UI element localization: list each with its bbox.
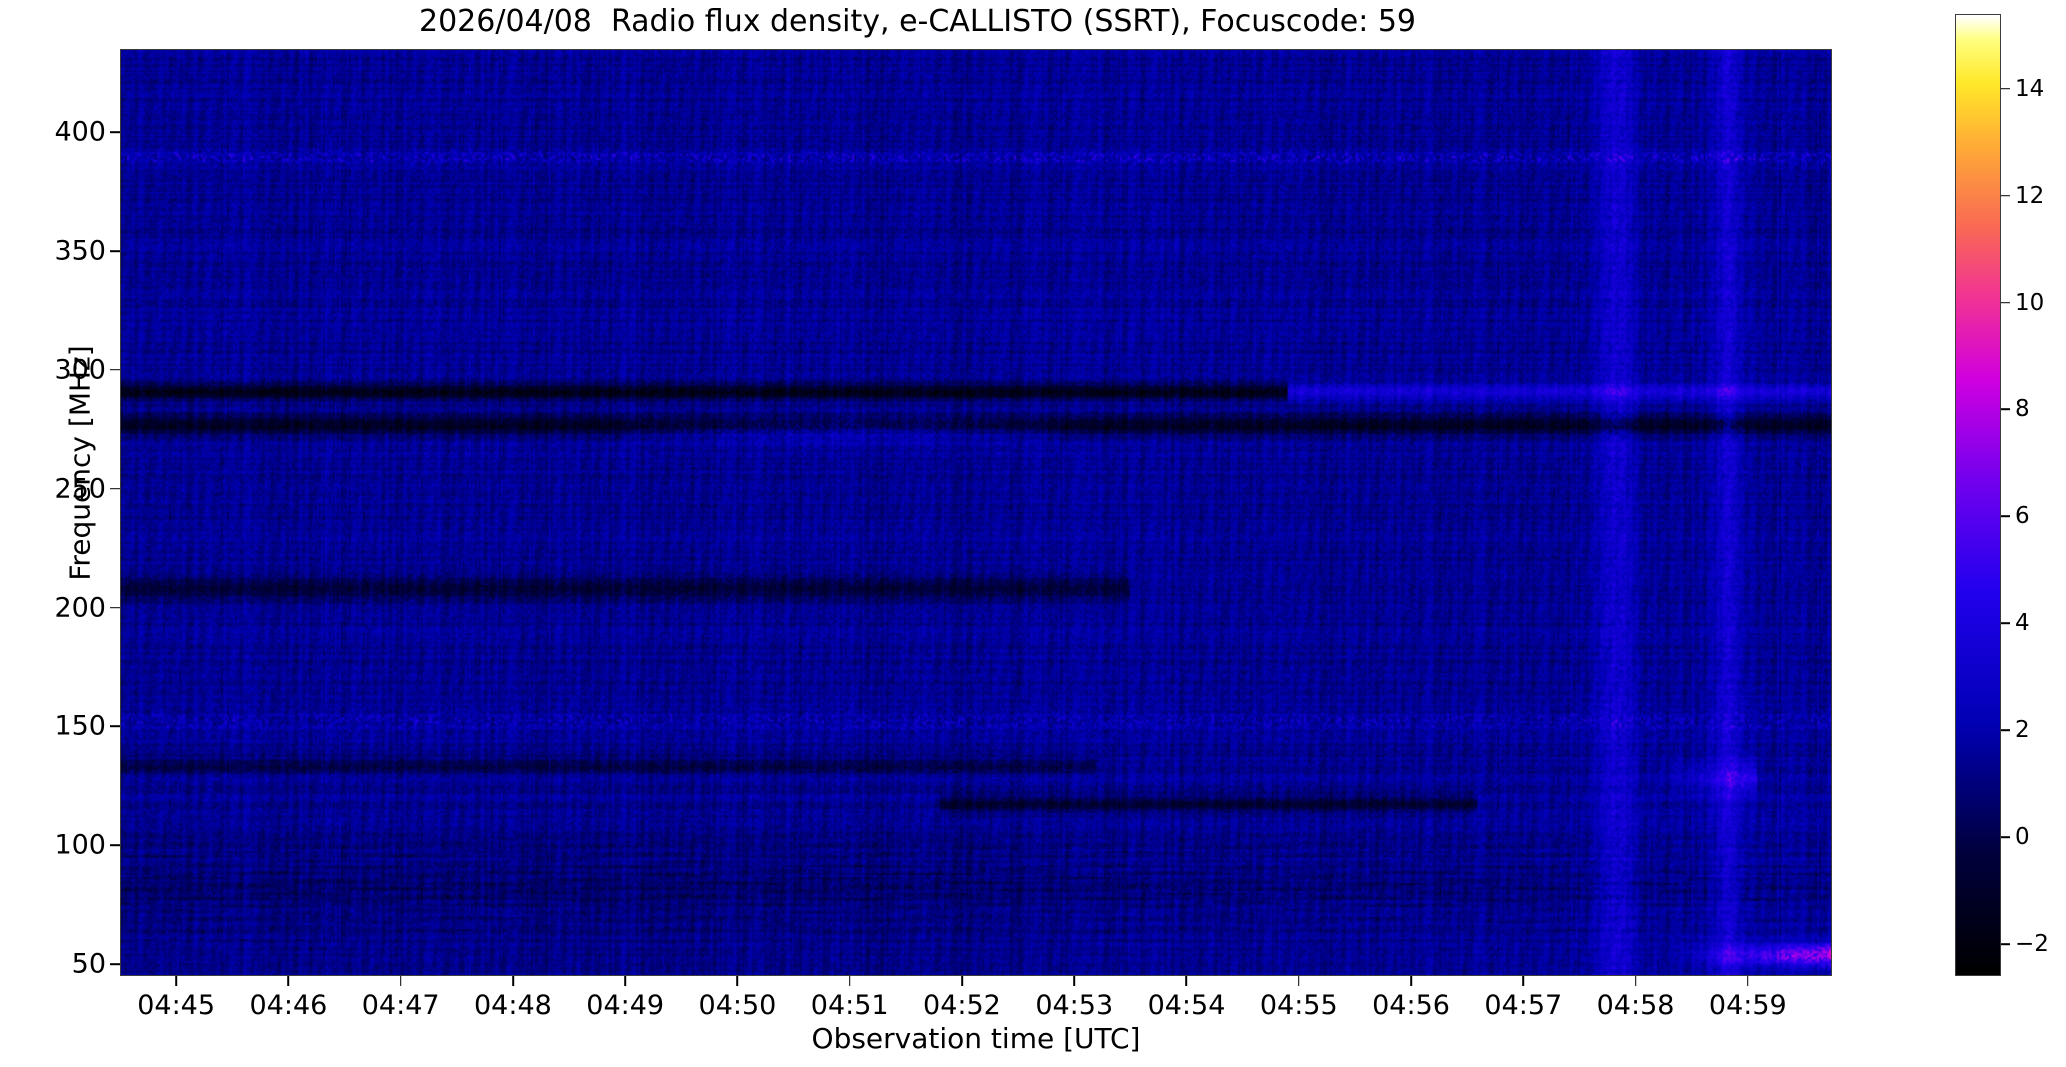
x-tick-mark — [624, 976, 626, 986]
x-tick-label: 04:48 — [474, 990, 552, 1021]
colorbar-tick-label: 12 — [2015, 182, 2045, 209]
x-axis: 04:45 04:46 04:47 04:48 04:49 04:50 04:51 04:52… — [120, 976, 1832, 1067]
y-tick-mark — [110, 131, 120, 133]
colorbar-tick-mark — [2001, 729, 2010, 731]
colorbar-tick-label: 14 — [2015, 75, 2045, 102]
y-axis-label: Frequency [MHz] — [63, 345, 97, 581]
colorbar-tick-label: 8 — [2015, 396, 2030, 423]
x-tick-mark — [1747, 976, 1749, 986]
colorbar — [1955, 14, 2001, 976]
x-axis-label: Observation time [UTC] — [811, 1022, 1141, 1055]
y-tick-mark — [110, 250, 120, 252]
x-tick-mark — [1634, 976, 1637, 986]
y-tick-mark — [110, 369, 120, 371]
colorbar-ticks: −2 0 2 4 6 8 10 12 14 — [2001, 14, 2061, 976]
x-tick-mark — [848, 976, 851, 986]
y-tick-label: 200 — [54, 592, 106, 624]
colorbar-tick-mark — [2001, 408, 2010, 411]
y-tick-label: 100 — [54, 829, 106, 861]
x-tick-mark — [1185, 976, 1188, 986]
x-tick-label: 04:53 — [1035, 990, 1114, 1021]
x-tick-label: 04:51 — [810, 990, 889, 1021]
colorbar-tick-mark — [2001, 88, 2010, 90]
colorbar-tick-label: 2 — [2015, 717, 2030, 744]
x-tick-mark — [399, 976, 402, 986]
x-tick-mark — [1297, 976, 1300, 986]
x-tick-mark — [287, 976, 290, 986]
x-tick-mark — [1522, 976, 1525, 986]
y-tick-label: 350 — [54, 235, 106, 267]
x-tick-label: 04:56 — [1372, 990, 1450, 1021]
x-tick-label: 04:52 — [923, 990, 1001, 1021]
x-tick-label: 04:57 — [1484, 990, 1563, 1021]
colorbar-tick-mark — [2001, 194, 2010, 197]
colorbar-tick-mark — [2001, 836, 2010, 838]
x-tick-mark — [512, 976, 514, 986]
colorbar-tick-label: 0 — [2015, 824, 2030, 851]
figure-title: 2026/04/08 Radio flux density, e-CALLIST… — [418, 4, 1417, 39]
colorbar-tick-mark — [2001, 943, 2010, 945]
x-tick-label: 04:47 — [361, 990, 440, 1021]
spectrogram-image — [121, 50, 1831, 975]
x-tick-label: 04:54 — [1147, 990, 1226, 1021]
spectrogram-plot-area — [120, 49, 1832, 976]
colorbar-gradient — [1956, 15, 2000, 975]
colorbar-tick-mark — [2001, 622, 2010, 625]
colorbar-tick-label: 10 — [2015, 289, 2045, 316]
colorbar-tick-mark — [2001, 301, 2010, 304]
colorbar-tick-label: 6 — [2015, 503, 2030, 530]
y-tick-label: 150 — [54, 710, 106, 742]
x-tick-label: 04:50 — [698, 990, 777, 1021]
y-tick-mark — [110, 606, 120, 609]
y-tick-mark — [110, 487, 120, 490]
x-tick-mark — [1410, 976, 1412, 986]
y-axis: 400 350 300 250 200 150 100 50 — [0, 49, 120, 980]
y-tick-label: 400 — [54, 116, 106, 148]
y-tick-label: 300 — [54, 354, 106, 386]
y-tick-label: 50 — [71, 948, 106, 980]
x-tick-label: 04:49 — [586, 990, 665, 1021]
colorbar-tick-label: 4 — [2015, 610, 2030, 637]
x-tick-label: 04:55 — [1259, 990, 1338, 1021]
y-tick-label: 250 — [54, 473, 106, 505]
colorbar-tick-label: −2 — [2015, 930, 2049, 957]
x-tick-mark — [736, 976, 739, 986]
y-tick-mark — [110, 963, 120, 965]
x-tick-label: 04:45 — [137, 990, 216, 1021]
x-tick-mark — [961, 976, 963, 986]
x-tick-mark — [1073, 976, 1076, 986]
x-tick-label: 04:46 — [249, 990, 328, 1021]
x-tick-label: 04:59 — [1708, 990, 1787, 1021]
x-tick-mark — [175, 976, 177, 986]
x-tick-label: 04:58 — [1596, 990, 1675, 1021]
y-tick-mark — [110, 725, 120, 728]
y-tick-mark — [110, 844, 120, 847]
colorbar-tick-mark — [2001, 515, 2010, 518]
